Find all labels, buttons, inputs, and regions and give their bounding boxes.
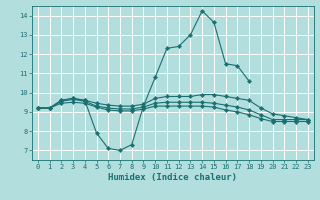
X-axis label: Humidex (Indice chaleur): Humidex (Indice chaleur) xyxy=(108,173,237,182)
